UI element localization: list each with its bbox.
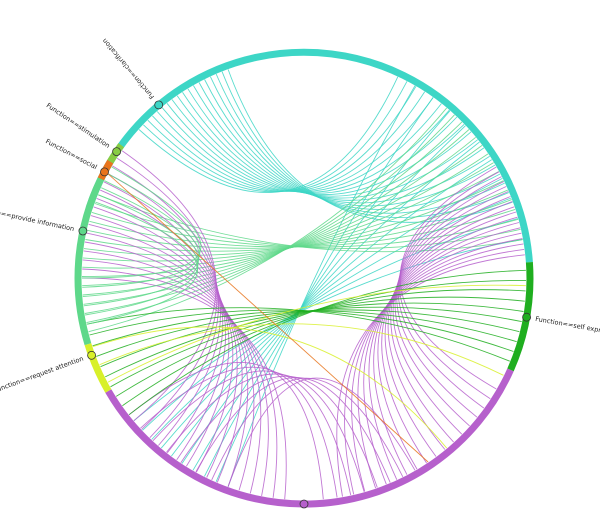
ribbon-social-purple-0 (107, 173, 429, 463)
ribbon-attention-clarification-1 (99, 323, 504, 376)
ribbon-purple-clarification-14 (357, 238, 523, 489)
ribbon-clarification-information-9 (133, 239, 523, 422)
ribbon-purple-information-3 (83, 250, 262, 494)
ribbon-clarification-clarification-5 (161, 103, 442, 193)
ribbon-purple-information-14 (116, 157, 218, 430)
ribbon-purple-information-10 (100, 189, 227, 461)
node-purple[interactable] (299, 499, 309, 509)
label-self: Function==self expression (535, 315, 600, 338)
label-attention: Function==request attention (0, 355, 85, 395)
ribbon-clarification-information-0 (227, 85, 416, 487)
group-arc-purple[interactable] (105, 368, 514, 508)
group-arc-information[interactable] (74, 177, 105, 346)
ribbon-purple-information-0 (81, 277, 287, 500)
label-information: Function==provide information (0, 204, 75, 233)
node-self[interactable] (522, 312, 531, 322)
ribbon-purple-information-15 (121, 150, 217, 422)
ribbon-self-information-5 (100, 306, 522, 368)
ribbon-purple-information-4 (84, 241, 255, 491)
ribbon-purple-information-1 (82, 268, 278, 498)
ribbon-purple-purple-7 (128, 362, 324, 500)
node-clarification[interactable] (154, 100, 164, 110)
ribbon-purple-clarification-15 (351, 243, 524, 492)
ribbon-attention-clarification-0 (107, 284, 526, 383)
node-layer (78, 100, 531, 509)
ribbon-purple-information-12 (107, 173, 221, 446)
node-stimulation[interactable] (112, 147, 121, 157)
ribbon-purple-clarification-12 (368, 227, 521, 480)
ribbon-purple-clarification-9 (381, 211, 517, 464)
ribbon-self-information-6 (96, 309, 520, 357)
ribbon-self-information-9 (86, 307, 510, 362)
ribbon-purple-information-8 (93, 206, 234, 473)
group-arc-attention[interactable] (84, 343, 112, 393)
ribbon-clarification-information-5 (171, 159, 493, 457)
group-arc-layer (74, 48, 534, 508)
ribbon-purple-clarification-13 (363, 232, 522, 485)
node-social[interactable] (100, 167, 109, 177)
ribbon-clarification-information-4 (181, 141, 480, 464)
ribbon-purple-clarification-10 (377, 216, 518, 470)
ribbon-attention-clarification-2 (92, 326, 448, 449)
group-arc-clarification[interactable] (85, 48, 533, 263)
label-clarification: Function==clarification (101, 37, 156, 101)
label-social: Function==social (44, 137, 98, 171)
ribbon-purple-information-13 (112, 165, 220, 439)
node-attention[interactable] (87, 350, 96, 360)
ribbon-purple-clarification-17 (336, 254, 525, 497)
ribbon-clarification-information-6 (160, 177, 503, 449)
ribbon-purple-information-5 (86, 232, 249, 487)
ribbon-information-information-5 (81, 166, 202, 279)
ribbon-layer (81, 69, 527, 500)
ribbon-clarification-information-2 (203, 110, 451, 477)
ribbon-purple-information-11 (103, 181, 224, 454)
node-information[interactable] (78, 226, 88, 236)
ribbon-purple-clarification-16 (344, 248, 525, 495)
ribbon-purple-information-9 (96, 197, 230, 467)
ribbon-information-clarification-4 (82, 136, 476, 296)
ribbon-information-clarification-5 (82, 145, 483, 287)
ribbon-clarification-clarification-14 (209, 76, 501, 210)
